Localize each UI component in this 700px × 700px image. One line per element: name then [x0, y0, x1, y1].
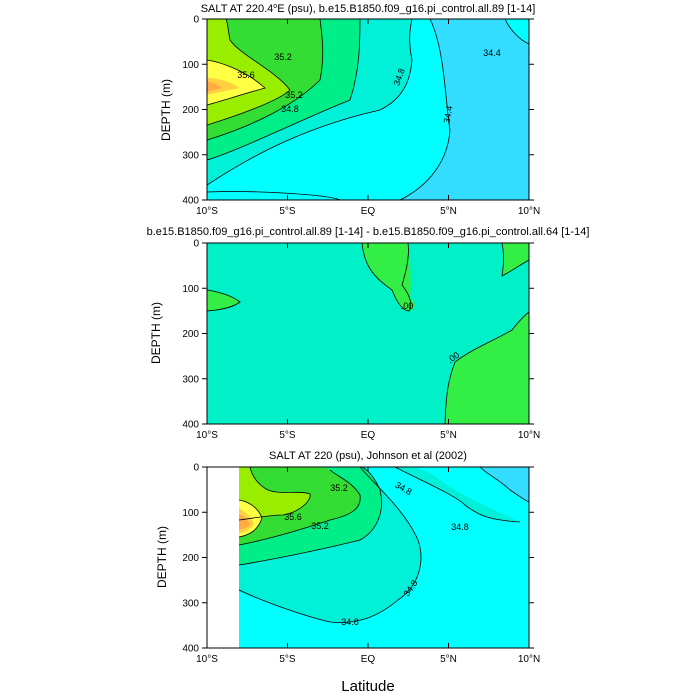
panel-1-title: SALT AT 220.4oE (psu), b.e15.B1850.f09_g… — [201, 3, 536, 15]
y-tick-label: 400 — [182, 420, 199, 431]
fill-diff-pos — [502, 243, 529, 276]
y-tick-label: 100 — [182, 508, 199, 519]
contour-line — [239, 467, 311, 521]
y-tick-label: 0 — [193, 463, 199, 474]
contour-label: 34.4 — [483, 48, 501, 58]
contour-label: 35.2 — [311, 521, 329, 531]
contour-line — [207, 19, 324, 141]
fill-36-0 — [207, 82, 222, 92]
x-tick-label: 5°S — [279, 430, 296, 441]
contour-line — [239, 499, 263, 538]
fill-34-4 — [400, 19, 529, 200]
panel-1-axes: 10°S 5°S EQ 5°N 10°N 0 100 200 300 400 — [182, 15, 540, 218]
y-tick-label: 400 — [182, 644, 199, 655]
fill-diff-pos — [445, 312, 529, 424]
contour-line — [207, 59, 266, 106]
x-tick-label: 5°N — [440, 654, 457, 665]
y-tick-label: 0 — [193, 239, 199, 250]
x-tick-label: 10°N — [518, 430, 540, 441]
fill-34-4 — [480, 467, 529, 502]
contour-label: 35.2 — [274, 52, 292, 62]
fill-36-0 — [239, 514, 250, 530]
y-tick-label: 200 — [182, 329, 199, 340]
x-tick-label: 5°N — [440, 430, 457, 441]
panel-3: SALT AT 220 (psu), Johnson et al (2002) … — [155, 450, 540, 665]
panel-2-axes: 10°S 5°S EQ 5°N 10°N 0 100 200 300 400 — [182, 239, 540, 442]
x-tick-label: 10°S — [196, 654, 218, 665]
contour-line — [207, 19, 361, 161]
fill-diff-pos — [207, 290, 240, 311]
x-tick-label: EQ — [361, 430, 376, 441]
x-tick-label: 5°S — [279, 206, 296, 217]
contour-label: .00 — [401, 301, 414, 311]
x-tick-label: 5°N — [440, 206, 457, 217]
panel-2-ylabel: DEPTH (m) — [149, 302, 163, 364]
y-tick-label: 300 — [182, 150, 199, 161]
x-tick-label: 5°S — [279, 654, 296, 665]
contour-label: 34.8 — [451, 522, 469, 532]
contour-line — [399, 19, 451, 200]
contour-line — [504, 19, 529, 45]
panel-3-axes: 10°S 5°S EQ 5°N 10°N 0 100 200 300 400 — [182, 463, 540, 666]
contour-label: 35.6 — [284, 512, 302, 522]
x-tick-label: 10°N — [518, 654, 540, 665]
contour-label: 35.2 — [330, 483, 348, 493]
y-tick-label: 200 — [182, 105, 199, 116]
x-axis-label: Latitude — [341, 678, 394, 695]
fill-35-8 — [207, 78, 240, 95]
panel-3-contour-fill — [239, 467, 529, 648]
contour-line — [394, 467, 521, 523]
y-tick-label: 0 — [193, 15, 199, 26]
y-tick-label: 100 — [182, 284, 199, 295]
panel-2-contour-fill — [207, 243, 529, 424]
fill-34-2 — [505, 19, 529, 44]
y-tick-label: 200 — [182, 553, 199, 564]
x-tick-label: 10°N — [518, 206, 540, 217]
contour-line — [207, 19, 413, 186]
contour-line — [239, 469, 361, 546]
contour-line — [207, 191, 341, 200]
contour-line — [444, 311, 529, 424]
contour-line — [361, 243, 412, 312]
contour-label: 35.6 — [237, 70, 255, 80]
panel-1-contour-labels: 35.2 35.6 35.2 34.8 34.8 34.4 34.4 — [237, 48, 501, 124]
panel-2: b.e15.B1850.f09_g16.pi_control.all.89 [1… — [147, 226, 590, 441]
contour-line — [501, 243, 529, 277]
fill-35-4 — [239, 467, 311, 520]
x-tick-label: 10°S — [196, 430, 218, 441]
x-tick-label: EQ — [361, 206, 376, 217]
contour-line — [239, 467, 382, 566]
contour-line — [207, 19, 291, 126]
fill-35-6 — [207, 60, 265, 105]
panel-3-ylabel: DEPTH (m) — [155, 526, 169, 588]
x-tick-label: EQ — [361, 654, 376, 665]
y-tick-label: 300 — [182, 374, 199, 385]
contour-label: 34.8 — [281, 104, 299, 114]
y-tick-label: 300 — [182, 598, 199, 609]
contour-label: 34.8 — [341, 617, 359, 627]
fill-diff-pos — [362, 243, 411, 311]
y-tick-label: 100 — [182, 60, 199, 71]
x-tick-label: 10°S — [196, 206, 218, 217]
panel-1: SALT AT 220.4oE (psu), b.e15.B1850.f09_g… — [159, 3, 540, 217]
panel-2-title: b.e15.B1850.f09_g16.pi_control.all.89 [1… — [147, 226, 590, 238]
contour-line — [479, 467, 529, 503]
panel-1-ylabel: DEPTH (m) — [159, 79, 173, 141]
y-tick-label: 400 — [182, 196, 199, 207]
contour-line — [207, 289, 241, 312]
fill-34-8 — [395, 467, 520, 522]
contour-label: 34.4 — [442, 105, 455, 124]
panel-1-contour-fill — [207, 19, 529, 200]
contour-label: 35.2 — [285, 90, 303, 100]
panel-3-title: SALT AT 220 (psu), Johnson et al (2002) — [269, 450, 467, 462]
contour-line — [239, 467, 422, 623]
